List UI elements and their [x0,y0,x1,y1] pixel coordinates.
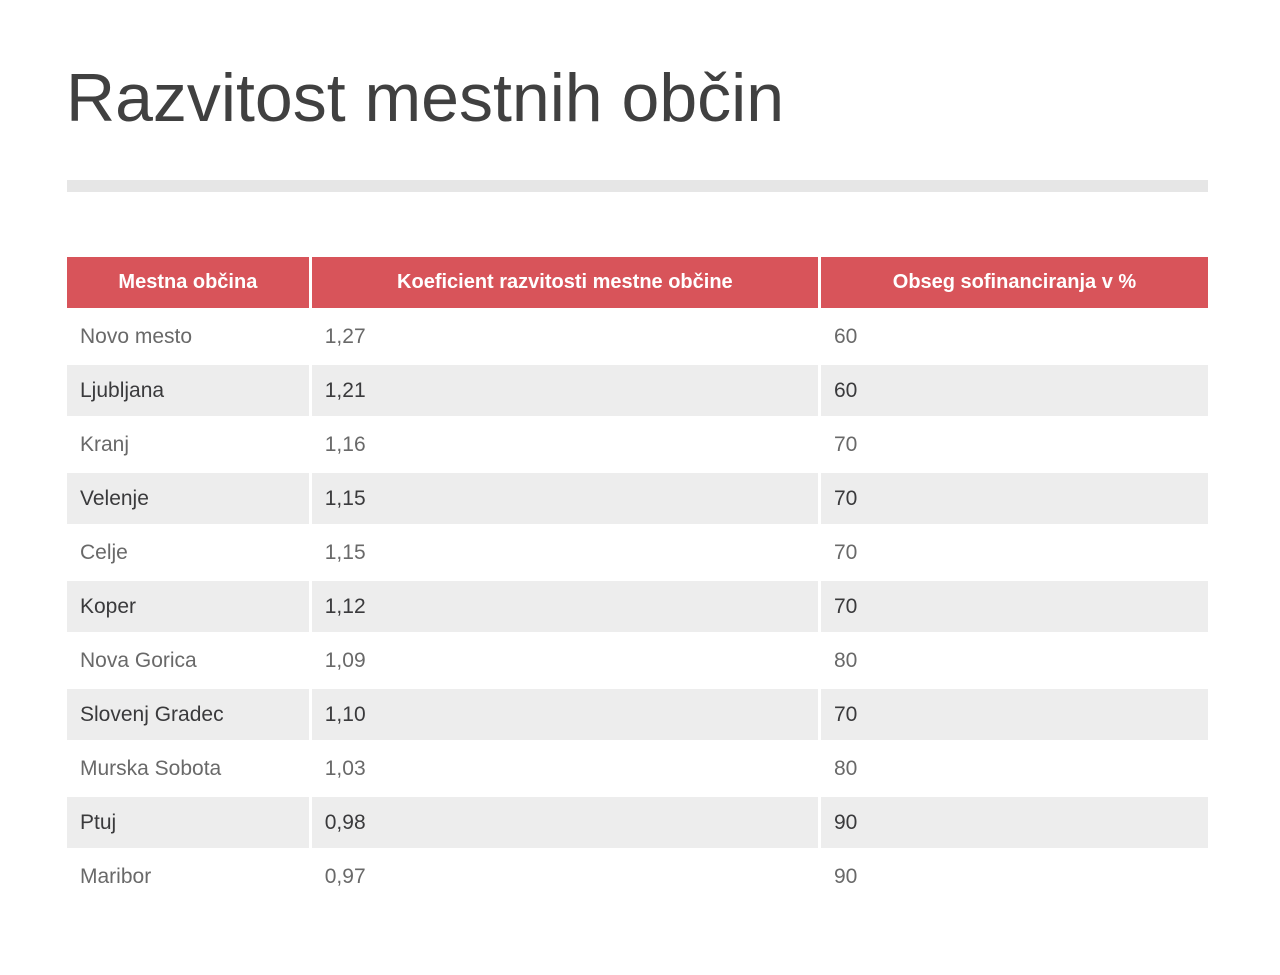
cell-municipality: Koper [67,581,309,632]
cell-cofinancing: 70 [833,540,858,564]
cell-cofinancing: 60 [820,365,1208,416]
cell-municipality: Novo mesto [80,324,193,348]
table-row: Celje 1,15 70 [67,527,1208,578]
cell-cofinancing: 70 [820,473,1208,524]
cell-coefficient: 1,09 [324,648,366,672]
column-header-cofinancing: Obseg sofinanciranja v % [820,257,1208,308]
header-row: Mestna občina Koeficient razvitosti mest… [67,257,1208,308]
table-row: Novo mesto 1,27 60 [67,311,1208,362]
municipalities-table: Mestna občina Koeficient razvitosti mest… [64,254,1211,905]
cell-municipality: Murska Sobota [80,756,222,780]
cell-cofinancing: 60 [833,324,858,348]
table-row: Ljubljana 1,21 60 [67,365,1208,416]
cell-cofinancing: 70 [833,432,858,456]
table-header: Mestna občina Koeficient razvitosti mest… [67,257,1208,308]
cell-coefficient: 1,12 [311,581,818,632]
column-header-municipality: Mestna občina [67,257,309,308]
cell-cofinancing: 80 [833,648,858,672]
cell-coefficient: 1,21 [311,365,818,416]
cell-coefficient: 1,15 [324,540,366,564]
cell-coefficient: 0,97 [324,864,366,888]
table-row: Koper 1,12 70 [67,581,1208,632]
table-row: Nova Gorica 1,09 80 [67,635,1208,686]
table-row: Ptuj 0,98 90 [67,797,1208,848]
cell-cofinancing: 70 [820,581,1208,632]
table-row: Velenje 1,15 70 [67,473,1208,524]
table-row: Maribor 0,97 90 [67,851,1208,902]
cell-municipality: Maribor [80,864,152,888]
cell-coefficient: 1,10 [311,689,818,740]
table-body: Novo mesto 1,27 60 Ljubljana 1,21 60 Kra… [67,311,1208,902]
cell-municipality: Kranj [80,432,130,456]
cell-municipality: Ljubljana [67,365,309,416]
cell-cofinancing: 80 [833,756,858,780]
cell-municipality: Ptuj [67,797,309,848]
table-container: Mestna občina Koeficient razvitosti mest… [64,254,1211,905]
column-header-coefficient: Koeficient razvitosti mestne občine [311,257,818,308]
table-row: Murska Sobota 1,03 80 [67,743,1208,794]
cell-coefficient: 1,16 [324,432,366,456]
cell-cofinancing: 90 [833,864,858,888]
cell-coefficient: 1,15 [311,473,818,524]
cell-coefficient: 1,03 [324,756,366,780]
table-row: Slovenj Gradec 1,10 70 [67,689,1208,740]
cell-cofinancing: 70 [820,689,1208,740]
title-underline-bar [67,180,1208,192]
cell-municipality: Velenje [67,473,309,524]
cell-coefficient: 0,98 [311,797,818,848]
cell-municipality: Slovenj Gradec [67,689,309,740]
cell-coefficient: 1,27 [324,324,366,348]
cell-municipality: Nova Gorica [80,648,197,672]
slide-title: Razvitost mestnih občin [66,60,785,136]
cell-cofinancing: 90 [820,797,1208,848]
cell-municipality: Celje [80,540,128,564]
table-row: Kranj 1,16 70 [67,419,1208,470]
